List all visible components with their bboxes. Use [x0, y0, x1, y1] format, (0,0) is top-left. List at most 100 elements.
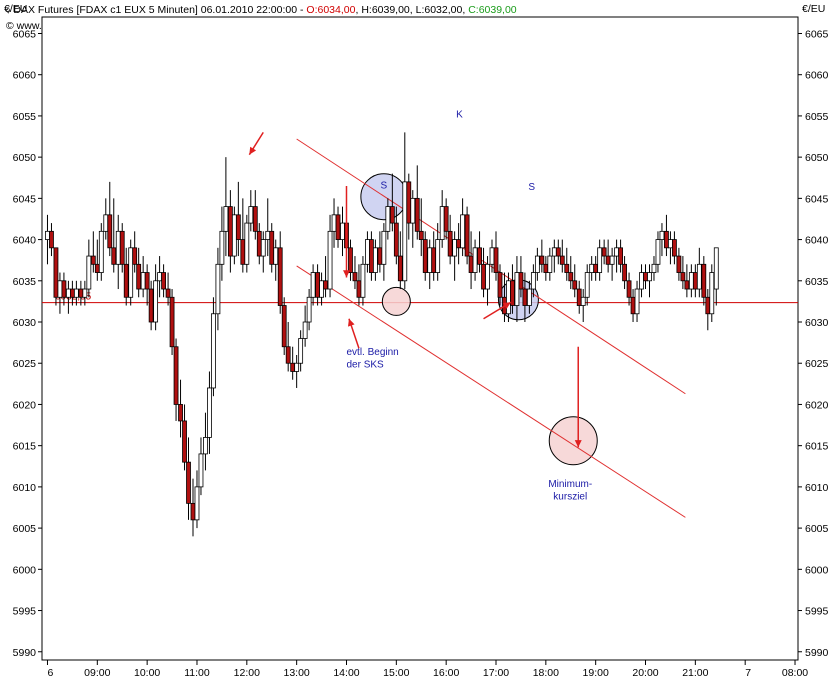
x-tick-label: 12:00	[234, 667, 260, 679]
candle-body	[219, 230, 225, 265]
candle-body	[194, 486, 200, 521]
candle-body	[655, 239, 661, 265]
highlight-circle	[381, 286, 411, 316]
candle-body	[593, 263, 599, 273]
candle-body	[290, 362, 296, 372]
trendline	[296, 138, 686, 395]
candle-body	[584, 272, 590, 298]
y-tick-label-right: 6055	[805, 111, 829, 123]
candle-body	[630, 296, 636, 315]
highlight-circle	[548, 416, 598, 466]
y-tick-label-left: 6035	[13, 276, 37, 288]
candle-body	[319, 280, 324, 298]
candle-body	[543, 263, 549, 273]
candle-body	[235, 214, 241, 240]
candle-body	[119, 230, 125, 265]
candle-body	[182, 420, 187, 463]
candle-body	[539, 255, 545, 265]
x-tick-label: 13:00	[284, 667, 310, 679]
y-tick-label-left: 6010	[13, 482, 37, 494]
candle-body	[107, 214, 113, 249]
header-icon: ⬨	[6, 5, 11, 16]
candle-body	[464, 214, 470, 257]
candle-body	[381, 230, 387, 265]
annotation-text: Minimum-	[548, 479, 592, 490]
candle-body	[90, 255, 96, 265]
candle-body	[572, 280, 578, 290]
candle-body	[414, 197, 420, 232]
candle-body	[418, 230, 424, 240]
candle-body	[123, 263, 129, 298]
candle-body	[701, 263, 707, 298]
candle-body	[128, 247, 134, 298]
candle-body	[452, 239, 458, 257]
x-tick-label: 7	[745, 667, 751, 679]
x-tick-label: 21:00	[682, 667, 708, 679]
candle-body	[643, 272, 648, 282]
annotation-text: S	[528, 182, 535, 193]
x-tick-label: 20:00	[632, 667, 658, 679]
circle-label: S	[381, 181, 388, 192]
candle-body	[460, 214, 466, 249]
candle-body	[82, 288, 88, 298]
candle-body	[551, 247, 557, 257]
candle-body	[676, 255, 682, 273]
candle-body	[277, 247, 283, 306]
candle-body	[256, 230, 262, 257]
header-low: L:6032,00	[415, 4, 463, 16]
candle-body	[94, 263, 100, 273]
header-open: O:6034,00	[306, 4, 356, 16]
candle-body	[335, 214, 341, 240]
candle-body	[522, 288, 528, 306]
y-tick-label-left: 6060	[13, 70, 37, 82]
candle-body	[659, 230, 665, 240]
y-tick-label-left: 6015	[13, 441, 37, 453]
header-title: DAX Futures [FDAX c1 EUX 5 Minuten] 06.0…	[13, 4, 307, 16]
candle-body	[672, 239, 677, 257]
candle-body	[647, 272, 652, 282]
y-tick-label-right: 6020	[805, 399, 829, 411]
candle-body	[273, 247, 279, 265]
annotation-text: evtl. Beginn	[346, 347, 398, 358]
candle-body	[260, 239, 266, 257]
candle-body	[439, 206, 445, 240]
candle-body	[481, 263, 486, 290]
candle-body	[57, 280, 63, 298]
candle-body	[111, 247, 117, 265]
candle-body	[148, 288, 154, 323]
candle-body	[680, 272, 686, 282]
candle-body	[340, 222, 345, 240]
candle-body	[385, 206, 391, 232]
candle-body	[664, 230, 669, 249]
candle-body	[365, 239, 370, 265]
header-high: H:6039,00	[361, 4, 410, 16]
candle-body	[78, 288, 84, 298]
y-tick-label-left: 6005	[13, 523, 37, 535]
header-close: C:6039,00	[468, 4, 517, 16]
candle-body	[61, 280, 67, 298]
y-tick-label-right: 6005	[805, 523, 829, 535]
candle-body	[468, 255, 474, 273]
candle-body	[489, 247, 495, 265]
candle-body	[265, 230, 271, 240]
candle-body	[555, 247, 561, 257]
y-tick-label-right: 6015	[805, 441, 829, 453]
candle-body	[140, 272, 146, 290]
candle-body	[705, 296, 711, 315]
candle-body	[69, 288, 75, 298]
arrow-head	[574, 440, 582, 448]
candle-body	[244, 222, 250, 265]
chart-header: ⬨ DAX Futures [FDAX c1 EUX 5 Minuten] 06…	[6, 4, 517, 16]
y-tick-label-left: 5990	[13, 647, 37, 659]
candle-body	[132, 247, 138, 265]
candle-body	[692, 272, 698, 290]
candle-body	[514, 272, 520, 306]
y-tick-label-right: 6045	[805, 193, 829, 205]
candle-body	[397, 255, 403, 282]
y-tick-label-right: 5990	[805, 647, 829, 659]
y-unit-left: €/EU	[4, 3, 27, 15]
candle-body	[310, 272, 316, 298]
x-tick-label: 6	[48, 667, 54, 679]
candle-body	[203, 437, 208, 455]
